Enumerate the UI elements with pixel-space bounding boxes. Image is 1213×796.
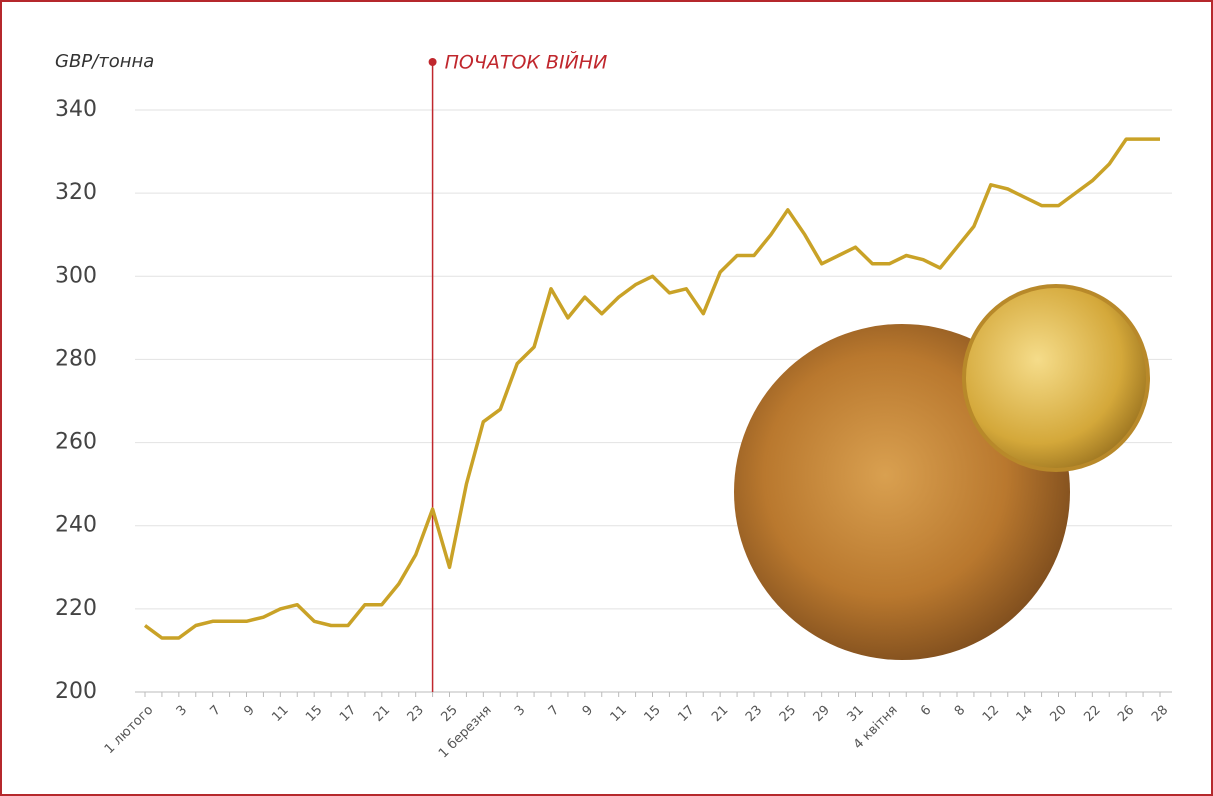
x-tick-label: 7 <box>546 703 562 719</box>
x-tick-label: 1 лютого <box>102 703 156 757</box>
y-tick-label: 320 <box>55 180 97 205</box>
x-tick-label: 15 <box>641 703 663 725</box>
x-tick-label: 11 <box>608 703 630 725</box>
x-tick-label: 12 <box>980 703 1002 725</box>
x-tick-label: 25 <box>438 703 460 725</box>
x-tick-label: 3 <box>512 703 528 719</box>
x-tick-label: 29 <box>811 703 833 725</box>
y-tick-label: 300 <box>55 263 97 288</box>
x-tick-label: 9 <box>241 703 257 719</box>
x-tick-label: 26 <box>1115 703 1137 725</box>
x-tick-label: 17 <box>337 703 359 725</box>
x-tick-label: 15 <box>303 703 325 725</box>
x-tick-label: 9 <box>580 703 596 719</box>
x-tick-label: 22 <box>1081 703 1103 725</box>
x-tick-label: 20 <box>1047 703 1069 725</box>
y-tick-label: 280 <box>55 346 97 371</box>
x-tick-label: 31 <box>844 703 866 725</box>
y-axis-label: GBP/тонна <box>55 51 154 72</box>
x-tick-label: 25 <box>777 703 799 725</box>
x-tick-label: 23 <box>405 703 427 725</box>
y-tick-label: 220 <box>55 596 97 621</box>
x-tick-label: 11 <box>269 703 291 725</box>
x-tick-label: 7 <box>208 703 224 719</box>
x-tick-label: 3 <box>174 703 190 719</box>
annotation-dot <box>428 58 437 66</box>
x-tick-label: 21 <box>709 703 731 725</box>
y-tick-label: 340 <box>55 97 97 122</box>
y-tick-label: 260 <box>55 430 97 455</box>
annotation-text: ПОЧАТОК ВІЙНИ <box>445 51 608 74</box>
x-tick-label: 8 <box>952 703 968 719</box>
y-tick-label: 200 <box>55 679 97 704</box>
x-tick-label: 14 <box>1014 703 1036 725</box>
x-tick-label: 23 <box>743 703 765 725</box>
x-tick-label: 21 <box>371 703 393 725</box>
x-tick-label: 28 <box>1149 703 1171 725</box>
y-tick-label: 240 <box>55 513 97 538</box>
data-line <box>143 137 1160 640</box>
x-tick-label: 17 <box>675 703 697 725</box>
coin-image <box>962 284 1150 472</box>
x-tick-label: 6 <box>918 703 934 719</box>
